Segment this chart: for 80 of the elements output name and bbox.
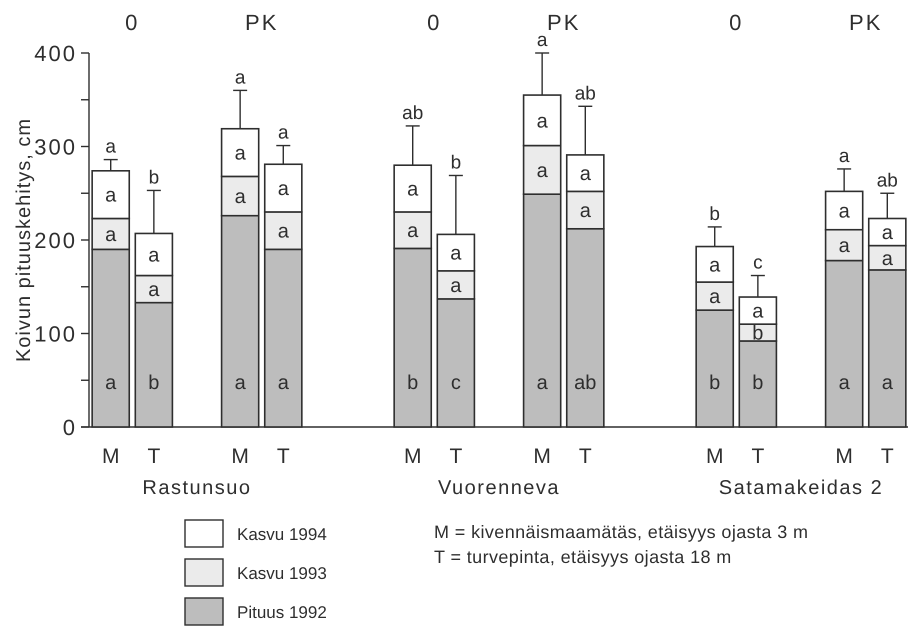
y-axis-title: Koivun pituuskehitys, cm [13, 118, 35, 362]
data-label: a [882, 372, 894, 394]
data-label: a [536, 372, 549, 394]
text: PK [849, 10, 882, 35]
annotation: ab [574, 83, 596, 104]
data-label: a [407, 178, 420, 201]
text: T = turvepinta, etäisyys ojasta 18 m [434, 547, 732, 567]
y-tick-label: 300 [34, 134, 77, 160]
text: Vuorenneva [438, 477, 560, 499]
data-label: a [278, 220, 290, 243]
data-label: a [882, 222, 894, 244]
annotation: b [709, 204, 720, 225]
text: M = kivennäismaamätäs, etäisyys ojasta 3 m [434, 522, 808, 542]
x-tick-label: T [449, 445, 462, 468]
x-tick-label: M [404, 445, 422, 468]
x-tick-label: T [147, 445, 160, 468]
data-label: b [407, 372, 418, 394]
data-label: a [882, 248, 894, 270]
data-label: a [105, 224, 118, 246]
x-tick-label: M [835, 445, 853, 468]
data-label: a [450, 274, 462, 297]
data-label: a [278, 372, 290, 394]
legend-label: Kasvu 1994 [237, 525, 327, 544]
data-label: a [709, 254, 722, 276]
y-tick-label: 400 [34, 41, 77, 66]
legend-label: Kasvu 1993 [237, 564, 327, 583]
x-tick-label: M [706, 445, 724, 468]
data-label: b [752, 322, 764, 345]
data-label: a [709, 286, 722, 308]
x-tick-label: T [751, 445, 764, 468]
data-label: a [234, 186, 247, 208]
text: Satamakeidas 2 [718, 477, 884, 499]
data-label: a [234, 142, 247, 165]
annotation: b [148, 167, 160, 188]
legend-label: Pituus 1992 [237, 603, 327, 622]
text: 0 [125, 10, 140, 35]
annotation: c [753, 252, 763, 274]
data-label: a [536, 110, 549, 132]
data-label: b [709, 372, 720, 394]
annotation: a [536, 30, 548, 51]
data-label: a [838, 372, 851, 394]
data-label: a [407, 220, 420, 242]
text: PK [547, 10, 580, 35]
text: 0 [427, 10, 442, 35]
x-tick-label: T [880, 445, 894, 468]
data-label: a [838, 235, 851, 258]
data-label: a [752, 300, 764, 323]
data-label: a [536, 160, 549, 182]
annotation: a [234, 67, 246, 88]
data-label: b [148, 372, 160, 394]
data-label: a [105, 184, 118, 207]
text: 0 [729, 10, 744, 35]
x-tick-label: T [578, 445, 592, 468]
text: Rastunsuo [142, 477, 252, 499]
text: PK [245, 10, 278, 35]
x-tick-label: M [533, 445, 551, 468]
annotation: b [450, 152, 462, 174]
x-tick-label: M [231, 445, 249, 468]
data-label: a [148, 279, 160, 302]
data-label: a [450, 242, 462, 265]
data-label: a [838, 200, 851, 223]
data-label: a [580, 163, 592, 186]
annotation: ab [402, 102, 424, 124]
x-tick-label: T [276, 445, 290, 468]
data-label: c [450, 372, 461, 394]
y-tick-label: 0 [62, 415, 77, 440]
data-label: a [580, 200, 592, 222]
data-label: a [278, 178, 290, 200]
annotation: a [278, 122, 289, 144]
annotation: ab [876, 170, 898, 192]
data-label: a [105, 372, 118, 394]
annotation: a [105, 136, 116, 158]
y-tick-label: 100 [34, 322, 77, 346]
data-label: ab [574, 372, 596, 394]
data-label: a [234, 372, 247, 394]
annotation: a [838, 146, 850, 167]
x-tick-label: M [102, 445, 120, 468]
data-label: a [148, 244, 160, 266]
data-label: b [752, 372, 764, 394]
y-tick-label: 200 [34, 228, 77, 253]
